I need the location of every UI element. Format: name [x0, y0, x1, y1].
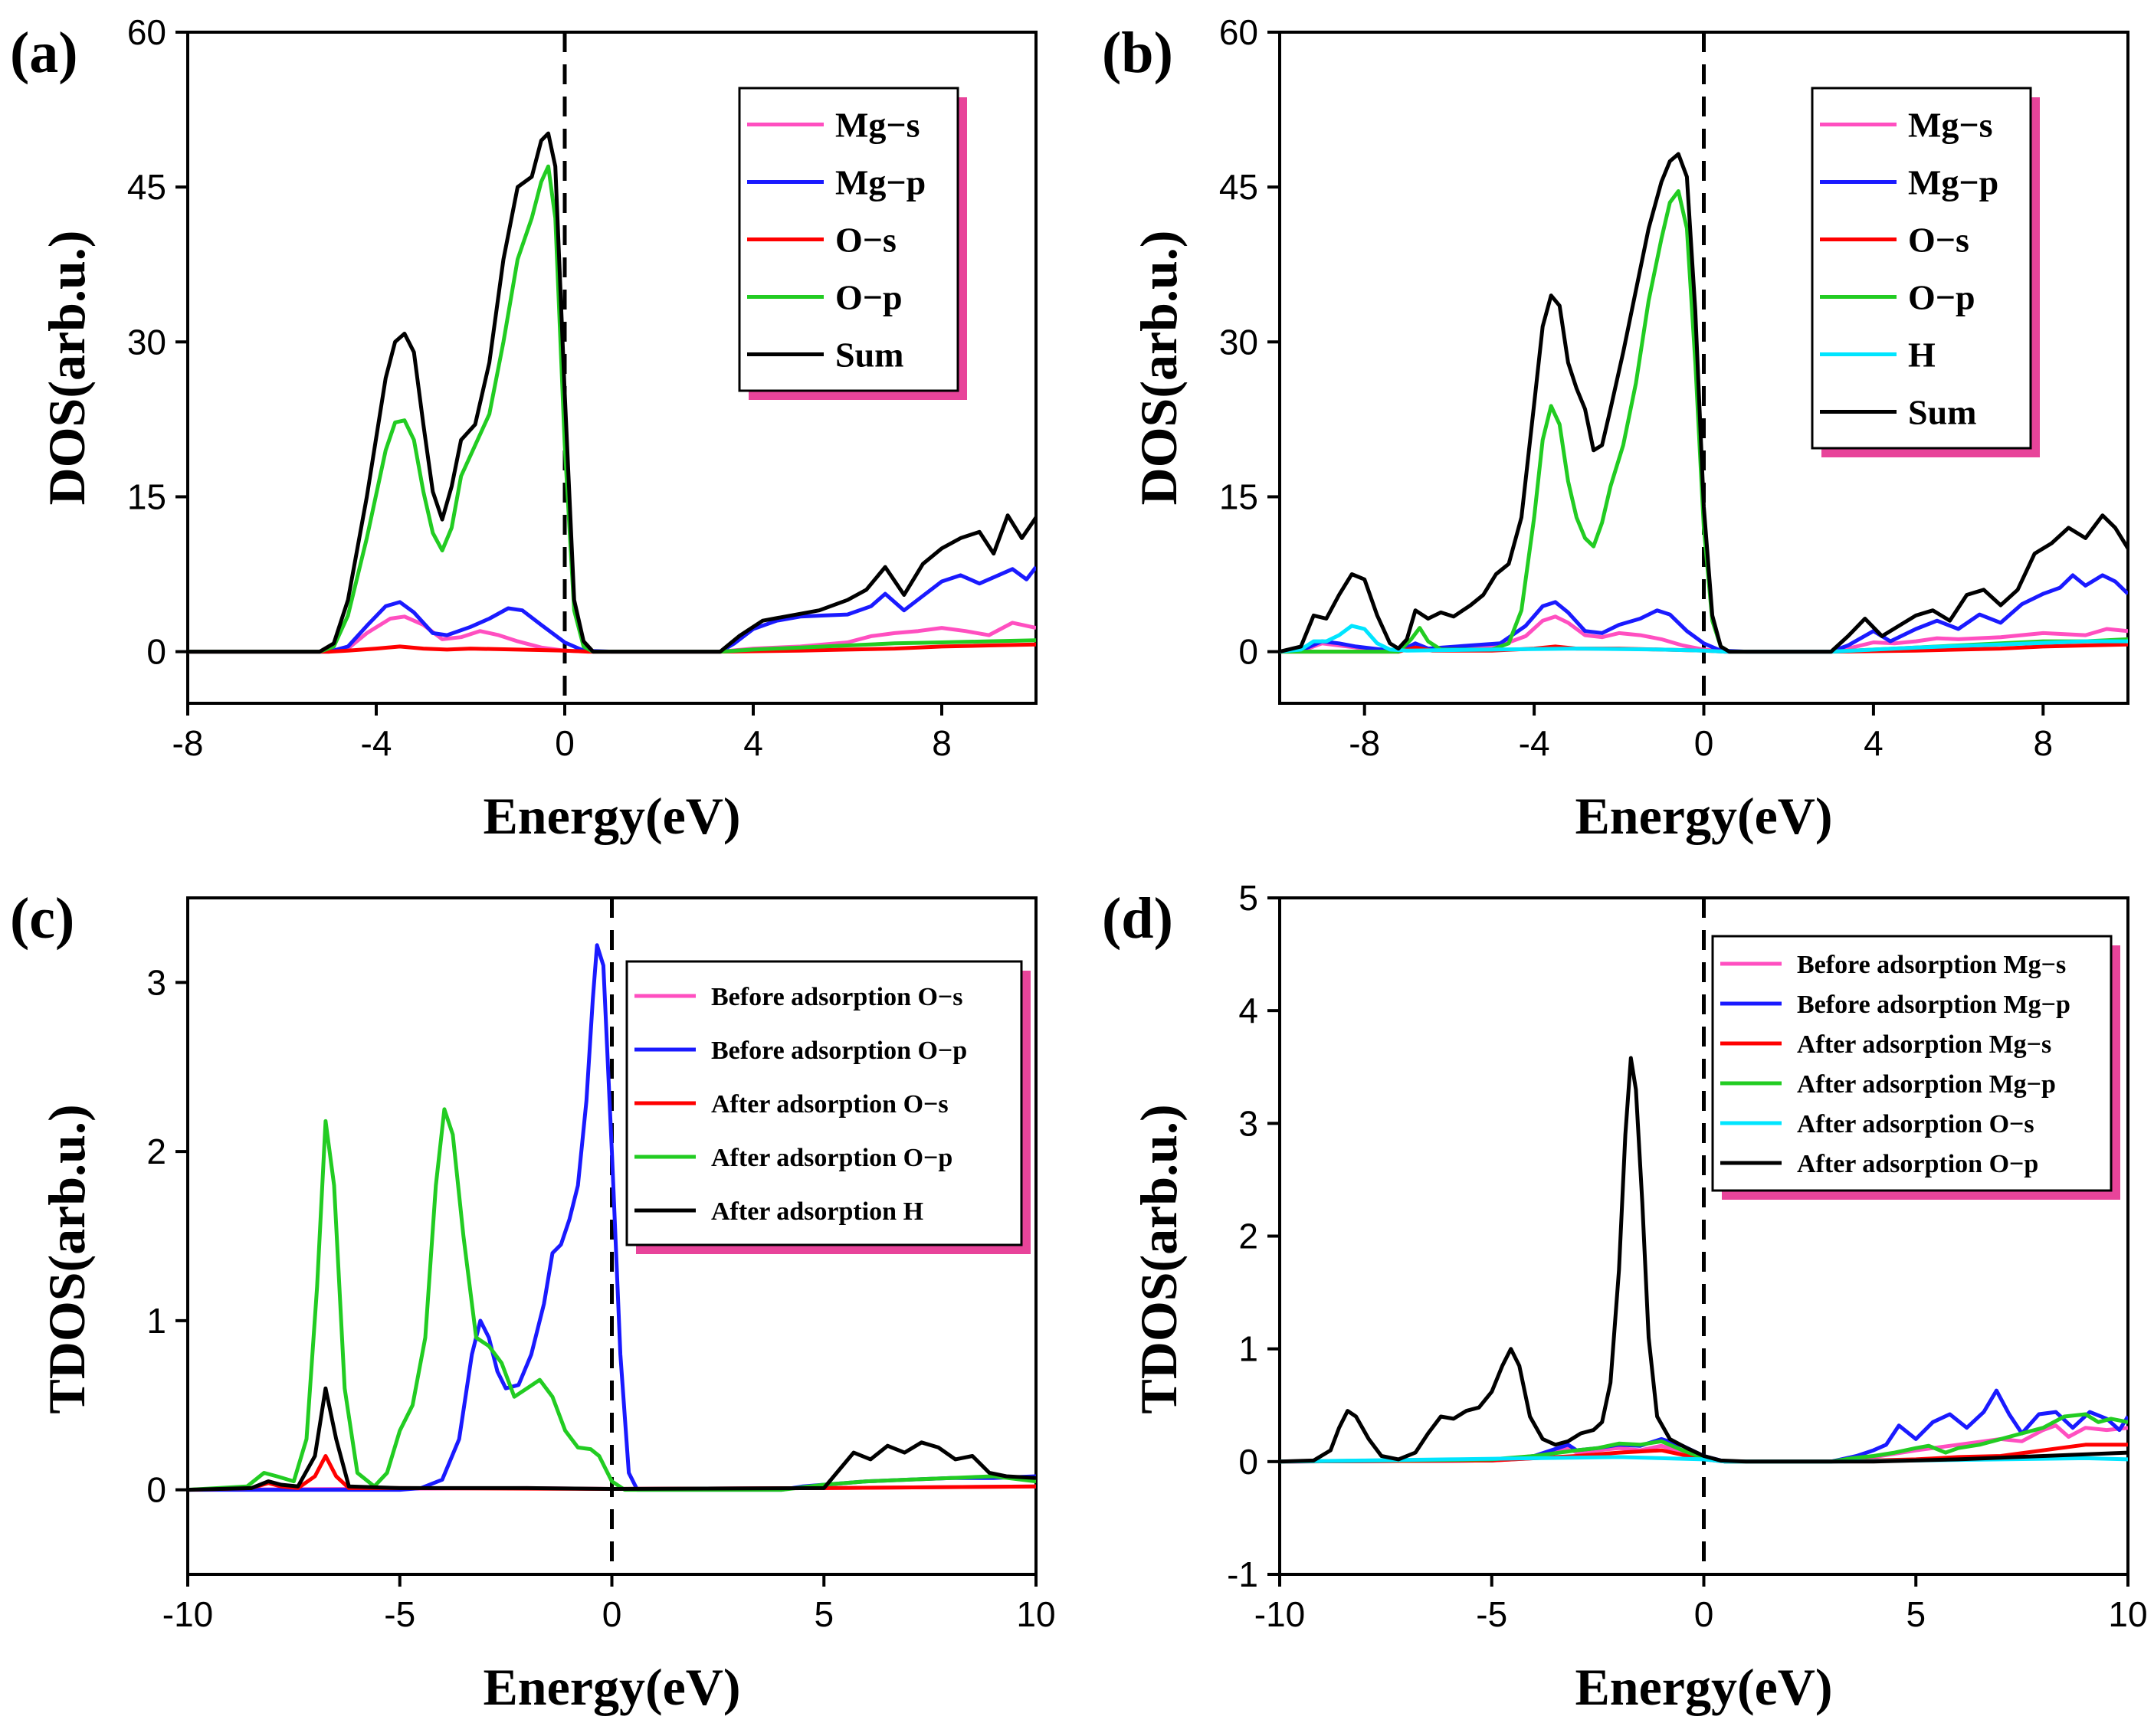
x-tick-label: -5	[1476, 1594, 1507, 1634]
x-tick-label: -8	[172, 723, 204, 763]
series-line-sum	[1280, 1056, 2128, 1464]
legend-entry: Before adsorption Mg−p	[1797, 991, 2070, 1019]
series-line-mg-p	[1280, 573, 2128, 654]
y-tick-label: 30	[1219, 322, 1258, 362]
series-line-sum	[188, 1386, 1036, 1492]
x-tick-label: -8	[1349, 723, 1380, 763]
panel-label: (d)	[1102, 886, 1173, 951]
series-line-sum	[188, 131, 1036, 654]
legend-box	[625, 960, 1023, 1246]
y-tick-label: 1	[146, 1301, 166, 1341]
legend-entry: O−s	[835, 221, 897, 260]
x-axis-label: Energy(eV)	[1575, 1658, 1832, 1716]
y-tick-label: -1	[1227, 1554, 1258, 1594]
legend-entry: After adsorption O−p	[711, 1144, 952, 1172]
x-tick-label: 8	[2034, 723, 2054, 763]
legend-entry: After adsorption O−p	[1797, 1150, 2038, 1178]
x-tick-label: -10	[162, 1594, 213, 1634]
y-tick-label: 45	[127, 167, 166, 207]
legend-entry: O−p	[835, 278, 903, 317]
panel-a: -8 -4 0 4 8 0 15 30 45 60 Energy(eV) DOS(arb.u.) (a)…	[10, 12, 1038, 845]
y-tick-label: 2	[146, 1132, 166, 1171]
y-tick-label: 60	[127, 12, 166, 52]
x-tick-label: 0	[555, 723, 575, 763]
x-tick-label: 4	[1864, 723, 1884, 763]
x-tick-label: 5	[814, 1594, 834, 1634]
y-tick-label: 0	[1238, 632, 1258, 672]
panel-label: (b)	[1102, 21, 1173, 85]
x-tick-label: 0	[1694, 1594, 1714, 1634]
y-tick-label: 0	[146, 1470, 166, 1510]
legend-box	[1711, 935, 2113, 1192]
y-tick-label: 4	[1238, 991, 1258, 1030]
x-tick-label: 0	[602, 1594, 622, 1634]
panel-label: (c)	[10, 886, 74, 951]
x-axis-label: Energy(eV)	[483, 787, 740, 845]
legend-entry: After adsorption Mg−p	[1797, 1070, 2056, 1099]
x-tick-label: 10	[1016, 1594, 1055, 1634]
y-tick-label: 1	[1238, 1329, 1258, 1369]
legend-entry: Mg−p	[1908, 163, 1998, 202]
y-tick-label: 60	[1219, 12, 1258, 52]
legend-entry: Sum	[835, 336, 903, 375]
series-line-h	[1280, 624, 2128, 654]
y-tick-label: 3	[146, 962, 166, 1002]
legend-entry: Before adsorption Mg−s	[1797, 951, 2066, 979]
legend-entry: O−p	[1908, 278, 1975, 317]
x-tick-label: -5	[384, 1594, 415, 1634]
x-tick-label: 10	[2108, 1594, 2147, 1634]
x-axis-label: Energy(eV)	[483, 1658, 740, 1716]
y-tick-label: 2	[1238, 1217, 1258, 1256]
y-tick-label: 5	[1238, 878, 1258, 918]
series-line-mg-p	[188, 565, 1036, 654]
legend-entry: After adsorption H	[711, 1197, 923, 1226]
y-tick-label: 30	[127, 322, 166, 362]
y-axis-label: TDOS(arb.u.)	[38, 1104, 96, 1413]
series-line-o-p	[1280, 1412, 2128, 1464]
legend: Before adsorption Mg−s Before adsorption …	[1711, 935, 2120, 1200]
x-tick-label: 4	[743, 723, 763, 763]
x-tick-label: 8	[932, 723, 952, 763]
legend: Mg−s Mg−p O−s O−p Sum	[738, 87, 967, 400]
series-line-o-p	[188, 164, 1036, 654]
legend-entry: After adsorption Mg−s	[1797, 1030, 2051, 1059]
legend-entry: Mg−s	[1908, 106, 1993, 145]
legend-entry: After adsorption O−s	[711, 1090, 949, 1119]
y-tick-label: 0	[146, 632, 166, 672]
x-tick-label: -10	[1254, 1594, 1305, 1634]
y-tick-label: 0	[1238, 1442, 1258, 1482]
legend-entry: H	[1908, 336, 1936, 375]
panel-d: -10 -5 0 5 10-1012345Energy(eV)TDOS(arb.u.)(…	[1102, 878, 2148, 1716]
y-tick-label: 45	[1219, 167, 1258, 207]
x-tick-label: 0	[1694, 723, 1714, 763]
x-tick-label: 5	[1906, 1594, 1926, 1634]
y-axis-label: TDOS(arb.u.)	[1129, 1104, 1188, 1413]
y-axis-label: DOS(arb.u.)	[38, 231, 96, 506]
legend-box	[1811, 87, 2032, 450]
legend-entry: Sum	[1908, 393, 1976, 432]
panel-b: -8 -4 0 4 8 0 15 30 45 60 Energy(eV) DOS(arb.u.) (b)…	[1102, 12, 2129, 845]
y-tick-label: 15	[127, 477, 166, 516]
legend-entry: Mg−s	[835, 106, 920, 145]
x-tick-label: -4	[1519, 723, 1550, 763]
plot-frame	[186, 31, 1038, 705]
y-tick-label: 3	[1238, 1103, 1258, 1143]
x-axis-label: Energy(eV)	[1575, 787, 1832, 845]
legend-entry: O−s	[1908, 221, 1969, 260]
legend-entry: Before adsorption O−s	[711, 983, 963, 1011]
y-axis-label: DOS(arb.u.)	[1129, 231, 1188, 506]
panel-label: (a)	[10, 21, 78, 85]
legend-entry: Before adsorption O−p	[711, 1037, 967, 1065]
y-tick-label: 15	[1219, 477, 1258, 516]
legend: Before adsorption O−s Before adsorption O…	[625, 960, 1031, 1254]
legend-entry: After adsorption O−s	[1797, 1110, 2034, 1138]
legend: Mg−s Mg−p O−s O−p H Sum	[1811, 87, 2040, 457]
series-line-sum	[1280, 152, 2128, 654]
legend-entry: Mg−p	[835, 163, 926, 202]
panel-c: -10 -5 0 5 10 0 1 2 3 Energy(eV) TDOS(arb.u.) (c) Be…	[10, 886, 1056, 1716]
series-line-o-s	[188, 642, 1036, 654]
x-tick-label: -4	[361, 723, 392, 763]
